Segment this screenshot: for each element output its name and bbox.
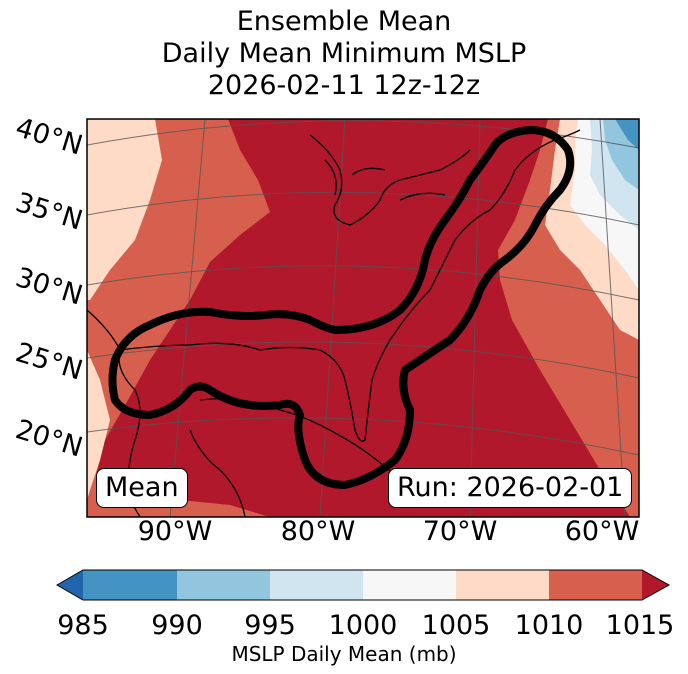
lat-label-35: 35°N	[12, 187, 86, 237]
colorbar-seg-2	[270, 570, 363, 600]
cb-tick-990: 990	[151, 610, 203, 641]
title-line-1: Ensemble Mean	[236, 6, 452, 37]
colorbar-frame	[55, 569, 671, 601]
colorbar-over-arrow	[642, 570, 669, 600]
graticule	[87, 119, 639, 517]
colorbar-label: MSLP Daily Mean (mb)	[231, 642, 457, 666]
lon-label-60w: 60°W	[565, 516, 640, 547]
cb-tick-1010: 1010	[515, 610, 584, 641]
lon-label-80w: 80°W	[281, 516, 356, 547]
lat-label-25: 25°N	[12, 337, 86, 387]
lon-label-70w: 70°W	[423, 516, 498, 547]
lat-label-20: 20°N	[12, 414, 86, 464]
map-frame	[86, 118, 640, 518]
lat-label-40: 40°N	[12, 112, 86, 162]
title-line-3: 2026-02-11 12z-12z	[207, 70, 481, 101]
cb-tick-995: 995	[244, 610, 296, 641]
colorbar: 985 990 995 1000 1005 1010 1015	[55, 569, 675, 641]
colorbar-seg-1	[177, 570, 270, 600]
mslp-outline-contour	[108, 126, 575, 489]
colorbar-seg-0	[83, 570, 177, 600]
cb-tick-1000: 1000	[329, 610, 398, 641]
cb-tick-1015: 1015	[606, 610, 675, 641]
cb-tick-1005: 1005	[422, 610, 491, 641]
colorbar-under-arrow	[57, 570, 83, 600]
field-985-990-east	[615, 119, 639, 150]
cb-tick-985: 985	[57, 610, 109, 641]
colorbar-seg-5	[549, 570, 642, 600]
colorbar-seg-4	[456, 570, 549, 600]
field-1005-1010-southwest	[87, 350, 110, 500]
mean-badge: Mean	[96, 468, 188, 508]
lon-label-90w: 90°W	[138, 516, 213, 547]
field-1005-1010-west	[87, 119, 162, 300]
run-date-badge: Run: 2026-02-01	[388, 468, 633, 508]
colorbar-seg-3	[363, 570, 456, 600]
lat-label-30: 30°N	[12, 262, 86, 312]
title-line-2: Daily Mean Minimum MSLP	[161, 38, 527, 69]
map-area	[87, 119, 639, 517]
